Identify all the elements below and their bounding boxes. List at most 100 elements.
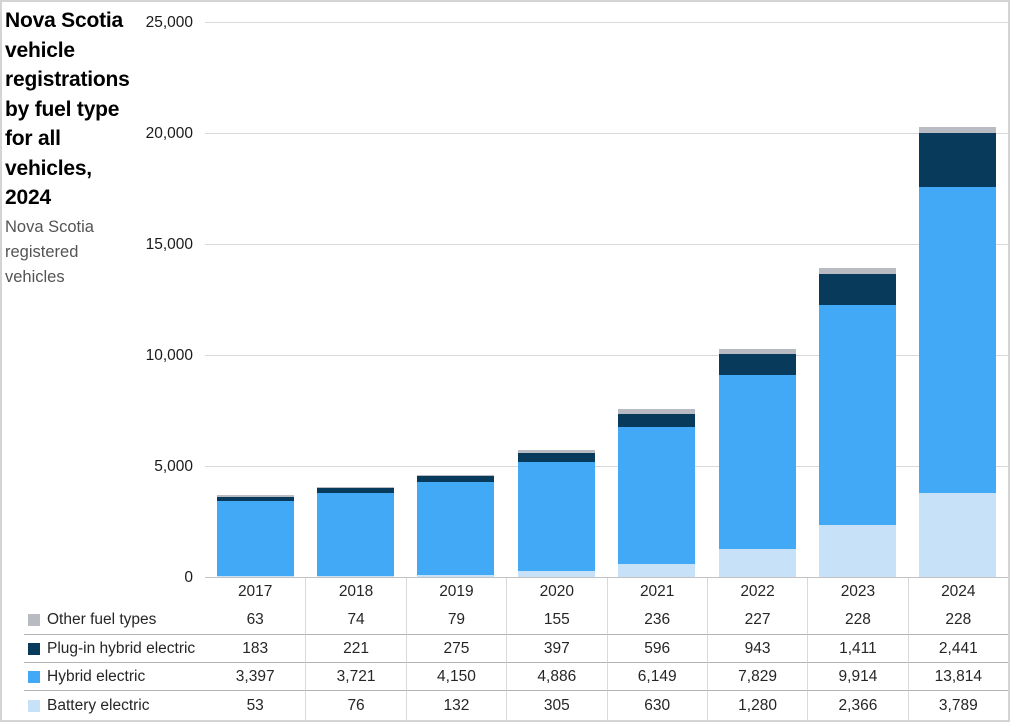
bar-segment-other-fuel-types-2018 — [317, 486, 395, 489]
row-label-hybrid-electric: Hybrid electric — [24, 663, 205, 691]
bar-segment-hybrid-electric-2024 — [919, 186, 997, 494]
table-value-other-fuel-types-2023: 228 — [807, 606, 908, 635]
series-label: Plug-in hybrid electric — [47, 639, 196, 657]
table-value-battery-electric-2020: 305 — [506, 691, 606, 720]
legend-swatch-hybrid-electric — [28, 670, 40, 683]
bar-segment-battery-electric-2017 — [216, 576, 294, 578]
bar-segment-plug-in-hybrid-electric-2023 — [818, 273, 896, 305]
bar-segment-hybrid-electric-2020 — [517, 462, 595, 571]
year-label: 2021 — [606, 578, 707, 606]
table-corner-cell — [24, 578, 205, 606]
year-label: 2019 — [405, 578, 506, 606]
table-value-hybrid-electric-2023: 9,914 — [807, 663, 908, 691]
chart-subtitle: Nova Scotia registered vehicles — [5, 218, 94, 286]
year-label: 2022 — [706, 578, 807, 606]
bar-segment-plug-in-hybrid-electric-2020 — [517, 453, 595, 463]
row-label-plug-in-hybrid-electric: Plug-in hybrid electric — [24, 635, 205, 663]
bar-segment-other-fuel-types-2017 — [216, 495, 294, 497]
legend-swatch-other-fuel-types — [28, 614, 40, 626]
y-axis-tick-label: 5,000 — [154, 457, 193, 475]
table-value-other-fuel-types-2019: 79 — [405, 606, 507, 635]
gridline — [205, 22, 1008, 23]
table-value-battery-electric-2018: 76 — [305, 691, 405, 720]
legend-swatch-battery-electric — [28, 699, 40, 712]
table-value-other-fuel-types-2020: 155 — [506, 606, 607, 635]
y-axis-tick-label: 20,000 — [145, 124, 193, 142]
x-axis-line — [205, 576, 1008, 579]
bar-segment-other-fuel-types-2024 — [919, 127, 997, 133]
bar-segment-battery-electric-2018 — [317, 575, 395, 578]
table-value-plug-in-hybrid-electric-2020: 397 — [506, 635, 607, 663]
bar-segment-battery-electric-2022 — [718, 549, 796, 578]
table-value-hybrid-electric-2021: 6,149 — [606, 663, 707, 691]
table-value-hybrid-electric-2024: 13,814 — [907, 663, 1008, 691]
gridline — [205, 244, 1008, 245]
year-label: 2020 — [506, 578, 606, 606]
y-axis-tick-label: 10,000 — [145, 346, 193, 364]
bar-segment-plug-in-hybrid-electric-2019 — [417, 476, 495, 483]
bar-segment-other-fuel-types-2020 — [517, 450, 595, 454]
year-label: 2023 — [807, 578, 907, 606]
y-axis-tick-label: 15,000 — [145, 235, 193, 253]
bar-segment-battery-electric-2024 — [919, 493, 997, 578]
bar-segment-other-fuel-types-2023 — [818, 268, 896, 274]
gridline — [205, 133, 1008, 134]
bar-segment-hybrid-electric-2023 — [818, 304, 896, 525]
table-value-plug-in-hybrid-electric-2017: 183 — [205, 635, 306, 663]
table-left-spacer — [2, 635, 24, 663]
row-label-other-fuel-types: Other fuel types — [24, 606, 205, 635]
bar-segment-hybrid-electric-2022 — [718, 375, 796, 550]
bar-segment-battery-electric-2021 — [618, 563, 696, 578]
series-label: Other fuel types — [47, 611, 157, 628]
table-value-plug-in-hybrid-electric-2024: 2,441 — [907, 635, 1008, 663]
table-value-other-fuel-types-2018: 74 — [305, 606, 406, 635]
bar-segment-other-fuel-types-2022 — [718, 349, 796, 355]
chart-title: Nova Scotia vehicle registrations by fue… — [5, 9, 130, 209]
table-value-other-fuel-types-2017: 63 — [205, 606, 306, 635]
y-axis-tick-label: 0 — [184, 568, 193, 586]
table-value-battery-electric-2021: 630 — [606, 691, 707, 720]
bar-segment-other-fuel-types-2021 — [618, 408, 696, 414]
bar-segment-battery-electric-2020 — [517, 570, 595, 578]
table-value-plug-in-hybrid-electric-2019: 275 — [405, 635, 507, 663]
row-label-battery-electric: Battery electric — [24, 691, 205, 720]
year-label: 2017 — [237, 583, 273, 600]
table-value-battery-electric-2023: 2,366 — [807, 691, 907, 720]
year-label: 2018 — [305, 578, 405, 606]
bar-segment-hybrid-electric-2017 — [216, 500, 294, 577]
bar-segment-battery-electric-2019 — [417, 574, 495, 578]
year-label: 2024 — [907, 578, 1008, 606]
bar-segment-hybrid-electric-2019 — [417, 482, 495, 575]
table-left-spacer — [2, 663, 24, 691]
series-label: Battery electric — [47, 696, 150, 714]
legend-swatch-plug-in-hybrid-electric — [28, 642, 40, 655]
bar-segment-other-fuel-types-2019 — [417, 474, 495, 477]
bar-segment-plug-in-hybrid-electric-2018 — [317, 488, 395, 494]
data-table: 2017 2018 2019 2020 2021 2022 2023 2024 Other fu… — [2, 578, 1008, 720]
table-value-battery-electric-2024: 3,789 — [907, 691, 1008, 720]
series-label: Hybrid electric — [47, 667, 146, 685]
table-left-spacer — [2, 691, 24, 720]
bar-segment-plug-in-hybrid-electric-2021 — [618, 413, 696, 427]
bar-segment-plug-in-hybrid-electric-2022 — [718, 354, 796, 376]
table-value-other-fuel-types-2021: 236 — [606, 606, 707, 635]
gridline — [205, 466, 1008, 467]
table-value-hybrid-electric-2019: 4,150 — [405, 663, 507, 691]
table-value-plug-in-hybrid-electric-2018: 221 — [305, 635, 406, 663]
table-value-hybrid-electric-2022: 7,829 — [706, 663, 808, 691]
table-value-plug-in-hybrid-electric-2023: 1,411 — [807, 635, 908, 663]
table-value-hybrid-electric-2020: 4,886 — [506, 663, 607, 691]
table-value-other-fuel-types-2024: 228 — [907, 606, 1008, 635]
bar-segment-plug-in-hybrid-electric-2017 — [216, 496, 294, 501]
table-value-battery-electric-2019: 132 — [405, 691, 506, 720]
table-value-plug-in-hybrid-electric-2022: 943 — [706, 635, 808, 663]
gridline — [205, 355, 1008, 356]
y-axis-tick-label: 25,000 — [145, 13, 193, 31]
table-value-hybrid-electric-2018: 3,721 — [305, 663, 406, 691]
table-left-spacer — [2, 578, 24, 606]
table-value-plug-in-hybrid-electric-2021: 596 — [606, 635, 707, 663]
bar-segment-hybrid-electric-2018 — [317, 493, 395, 576]
table-left-spacer — [2, 606, 24, 635]
